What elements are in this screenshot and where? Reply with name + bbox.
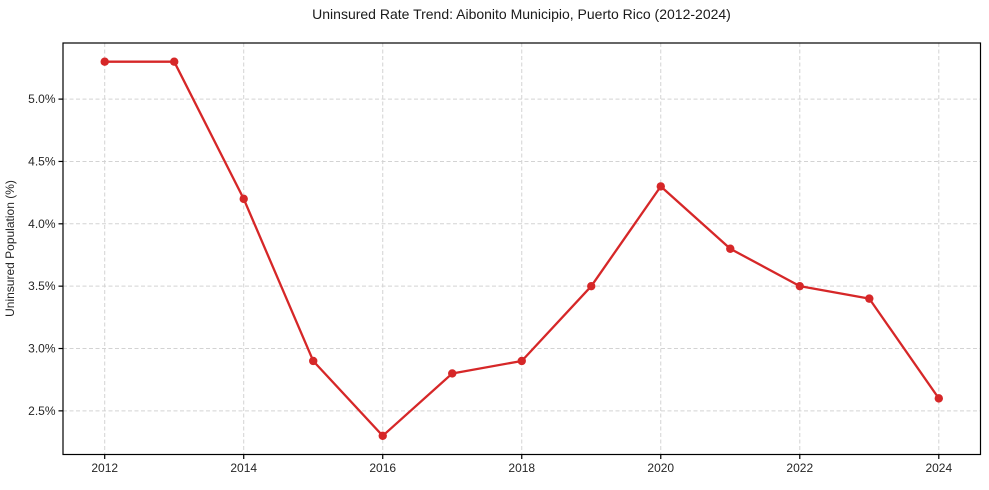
grid-layer — [63, 43, 981, 455]
data-point-2013 — [170, 57, 179, 66]
data-point-2020 — [656, 182, 665, 191]
chart-title: Uninsured Rate Trend: Aibonito Municipio… — [312, 6, 731, 22]
data-point-2019 — [587, 281, 596, 291]
data-point-2014 — [239, 194, 248, 204]
data-point-2012 — [100, 57, 109, 66]
data-point-2016 — [378, 431, 387, 440]
x-tick-label: 2016 — [369, 461, 396, 475]
x-tick-label: 2020 — [647, 461, 674, 475]
data-point-2015 — [309, 356, 318, 366]
x-tick-label: 2024 — [925, 461, 952, 475]
y-axis-label: Uninsured Population (%) — [3, 180, 17, 317]
y-tick-label: 4.5% — [28, 154, 56, 168]
y-tick-label: 3.0% — [28, 342, 56, 356]
x-tick-label: 2014 — [230, 461, 257, 475]
data-point-2022 — [795, 281, 804, 291]
data-point-2021 — [726, 244, 735, 253]
data-point-2018 — [517, 356, 526, 366]
x-tick-label: 2018 — [508, 461, 535, 475]
data-point-2023 — [865, 294, 874, 303]
y-tick-label: 4.0% — [28, 217, 56, 231]
x-tick-label: 2022 — [786, 461, 813, 475]
y-tick-label: 5.0% — [28, 92, 56, 106]
y-tick-label: 3.5% — [28, 279, 56, 293]
tick-layer: 2012 2014 2016 2018 2020 2022 2024 2.5% 3.0% 3.5%… — [28, 92, 952, 475]
data-point-2017 — [448, 369, 457, 378]
x-tick-label: 2012 — [91, 461, 118, 475]
y-tick-label: 2.5% — [28, 404, 56, 418]
series-layer — [100, 57, 943, 440]
data-point-2024 — [934, 394, 943, 403]
